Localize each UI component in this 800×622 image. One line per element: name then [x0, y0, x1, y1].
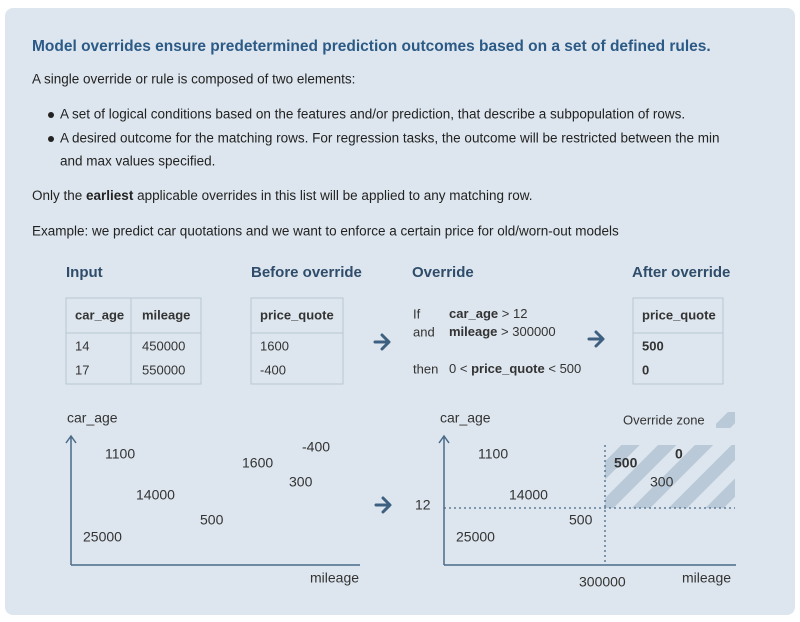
bullet: and max values specified.: [60, 154, 215, 169]
after-table: price_quote 500 0: [632, 297, 724, 385]
note-bold: earliest: [86, 188, 134, 203]
operator: < 500: [548, 361, 581, 376]
bullet-dot: [48, 112, 54, 118]
note-text: applicable overrides in this list will b…: [133, 188, 532, 203]
bullet: A set of logical conditions based on the…: [60, 107, 685, 122]
keyword: and: [413, 324, 435, 339]
point-label: 500: [569, 512, 593, 528]
header: Input: [66, 264, 103, 281]
title: Model overrides ensure predetermined pre…: [32, 38, 711, 55]
header: Before override: [251, 264, 362, 281]
plot-before: car_age mileage 1100 1600 -400 300 14000…: [65, 410, 360, 586]
zone-label: Override zone: [623, 412, 705, 427]
field: mileage: [449, 324, 497, 339]
cell: -400: [260, 362, 286, 377]
arrow: [374, 496, 392, 514]
bullet: A desired outcome for the matching rows.…: [60, 131, 720, 146]
condition: mileage > 300000: [449, 324, 556, 339]
intro: A single override or rule is composed of…: [32, 72, 355, 87]
input-table: car_age mileage 14 450000 17 550000: [65, 297, 202, 385]
condition: car_age > 12: [449, 306, 527, 321]
point-label: 25000: [83, 529, 122, 545]
point-label: 300: [650, 474, 674, 490]
point-label: 25000: [456, 529, 495, 545]
axis-label: car_age: [440, 410, 491, 426]
cell: 550000: [142, 362, 185, 377]
cell: 14: [75, 338, 89, 353]
point-label: -400: [302, 439, 330, 455]
header: After override: [632, 264, 730, 281]
point-label: 500: [200, 512, 224, 528]
cell: 450000: [142, 338, 185, 353]
point-label: 14000: [509, 487, 548, 503]
point-label: 1600: [242, 455, 273, 471]
axis-label: car_age: [67, 410, 118, 426]
operator: > 300000: [501, 324, 556, 339]
example: Example: we predict car quotations and w…: [32, 224, 619, 239]
point-label: 14000: [136, 487, 175, 503]
column-header: car_age: [75, 307, 124, 322]
column-header: price_quote: [260, 307, 334, 322]
point-label: 1100: [105, 446, 135, 462]
keyword: If: [413, 306, 421, 321]
operator: > 12: [502, 306, 528, 321]
before-table: price_quote 1600 -400: [250, 297, 344, 385]
threshold-label: 300000: [579, 574, 626, 590]
arrow: [587, 330, 605, 348]
column-header: mileage: [142, 307, 190, 322]
axis-label: mileage: [310, 570, 359, 586]
axes: [438, 434, 736, 566]
note: Only the earliest applicable overrides i…: [32, 188, 533, 203]
axes: [65, 434, 360, 566]
bullet-dot: [48, 136, 54, 142]
point-label: 0: [675, 446, 683, 462]
zone-legend-icon: [716, 412, 735, 428]
cell: 17: [75, 362, 89, 377]
axis-label: mileage: [682, 570, 731, 586]
cell: 500: [642, 338, 664, 353]
panel-bg: [5, 8, 795, 615]
point-label: 500: [614, 455, 638, 471]
plot-after: Override zone car_age mileage 12 300000 …: [415, 410, 736, 590]
keyword: then: [413, 361, 438, 376]
column-header: price_quote: [642, 307, 716, 322]
field: price_quote: [471, 361, 545, 376]
arrow: [373, 333, 391, 351]
override-rule: If car_age > 12 and mileage > 300000 the…: [413, 306, 581, 376]
operator: 0 <: [449, 361, 467, 376]
cell: 0: [642, 362, 649, 377]
cell: 1600: [260, 338, 289, 353]
threshold-label: 12: [415, 497, 431, 513]
outcome: 0 < price_quote < 500: [449, 361, 581, 376]
override-zone: [605, 445, 735, 508]
point-label: 300: [289, 474, 313, 490]
header: Override: [412, 264, 474, 281]
field: car_age: [449, 306, 498, 321]
note-text: Only the: [32, 188, 86, 203]
point-label: 1100: [478, 446, 508, 462]
